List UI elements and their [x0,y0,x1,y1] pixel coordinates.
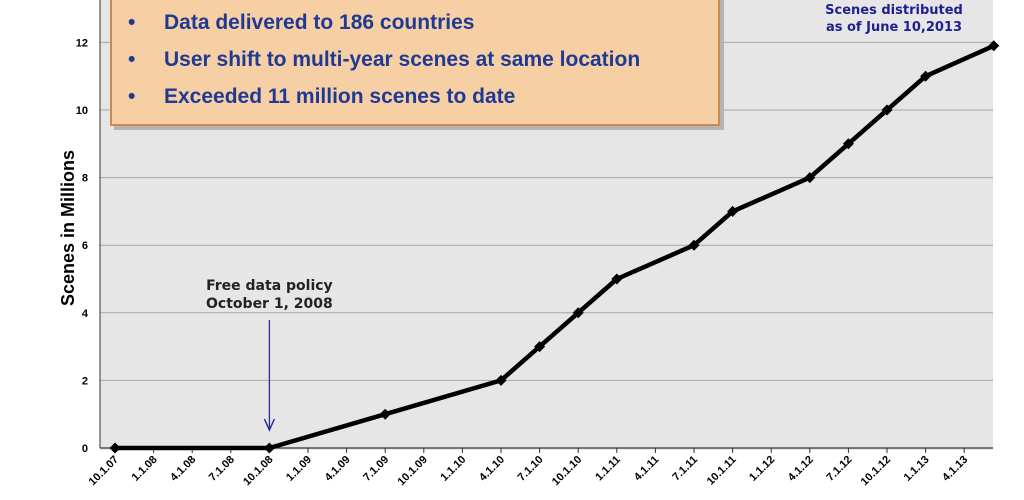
highlight-item: • Data delivered to 186 countries [128,4,718,41]
y-tick-label: 6 [82,240,88,252]
data-point [534,341,546,353]
series-line [115,43,995,451]
x-tick-label: 7.1.12 [824,454,854,484]
y-axis-title: Scenes in Millions [58,150,78,306]
x-tick-label: 4.1.13 [940,454,970,484]
data-point [263,442,275,454]
series-scenes [109,40,1000,454]
data-point [881,104,893,116]
data-point [988,40,1000,52]
x-tick-label: 10.1.09 [395,454,429,488]
y-tick-label: 4 [82,308,89,320]
x-tick-label: 7.1.08 [207,454,237,484]
data-point [727,205,739,217]
x-tick-label: 4.1.11 [632,454,662,484]
x-tick-label: 4.1.08 [168,454,198,484]
highlight-text: User shift to multi-year scenes at same … [164,48,641,71]
data-point [495,374,507,386]
x-tick-label: 7.1.10 [516,454,546,484]
x-tick-label: 1.1.13 [902,454,932,484]
data-point [379,408,391,420]
x-tick-label: 4.1.10 [477,454,507,484]
policy-annotation-line: October 1, 2008 [206,296,333,312]
y-tick-label: 8 [82,173,88,185]
distributed-annotation-line: as of June 10,2013 [826,20,962,35]
data-point [842,138,854,150]
data-point [804,172,816,184]
x-tick-label: 1.1.12 [747,454,777,484]
x-tick-label: 10.1.07 [87,454,121,488]
x-tick-label: 10.1.10 [550,454,584,488]
bullet-icon: • [128,48,136,71]
x-tick-label: 4.1.12 [786,454,816,484]
highlight-text: Exceeded 11 million scenes to date [164,85,516,108]
x-tick-label: 1.1.11 [593,454,623,484]
x-tick-label: 10.1.08 [241,454,275,488]
highlight-text: Data delivered to 186 countries [164,11,475,34]
data-point [572,307,584,319]
data-point [611,273,623,285]
x-tick-label: 10.1.11 [705,454,739,488]
x-tick-label: 1.1.10 [438,454,468,484]
highlights-list: • Data delivered to 186 countries • User s… [128,4,718,115]
annotations: Free data policy October 1, 2008 Scenes di… [206,3,963,432]
x-tick-label: 1.1.09 [284,454,314,484]
data-point [688,239,700,251]
highlight-item: • User shift to multi-year scenes at same… [128,41,718,78]
distributed-annotation-line: Scenes distributed [825,3,963,18]
x-tick-labels: 10.1.07 1.1.08 4.1.08 7.1.08 10.1.08 1.1.09 4.… [87,454,971,488]
x-tick-label: 1.1.08 [130,454,160,484]
y-tick-labels: 0 2 4 6 8 10 12 [76,37,89,455]
y-tick-label: 0 [82,443,88,455]
highlights-callout-box: • Data delivered to 186 countries • User s… [110,0,720,126]
data-point [920,70,932,82]
x-tick-label: 7.1.11 [670,454,700,484]
bullet-icon: • [128,11,136,34]
arrow-head-icon [263,418,276,432]
highlight-item: • Exceeded 11 million scenes to date [128,78,718,115]
y-tick-label: 10 [76,105,88,117]
y-tick-label: 2 [82,375,88,387]
y-tick-label: 12 [76,37,88,49]
bullet-icon: • [128,85,136,108]
data-point [109,442,121,454]
policy-annotation-line: Free data policy [206,278,333,294]
x-tick-label: 7.1.09 [361,454,391,484]
x-tick-label: 10.1.12 [859,454,893,488]
x-tick-label: 4.1.09 [323,454,353,484]
